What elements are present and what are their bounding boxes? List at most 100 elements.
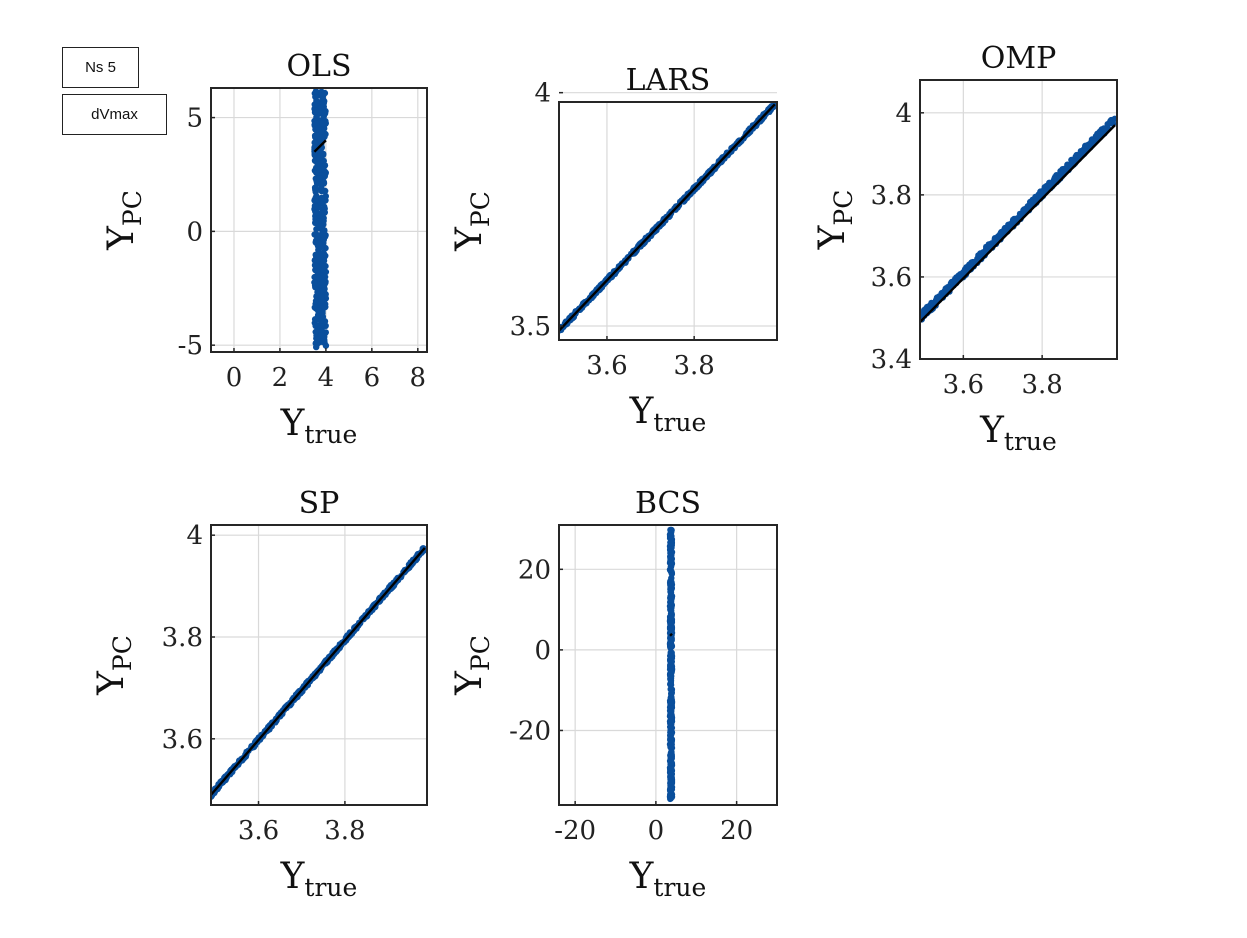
y-axis-label-main: Y <box>91 670 132 696</box>
scatter-point <box>312 187 319 195</box>
scatter-point <box>668 793 676 801</box>
scatter-point <box>1094 133 1102 140</box>
x-axis-label-sub: true <box>653 408 706 437</box>
axes-box <box>210 524 428 806</box>
scatter-point <box>318 293 325 300</box>
scatter-point <box>311 101 318 108</box>
scatter-point <box>667 619 675 626</box>
scatter-point <box>317 317 324 324</box>
scatter-point <box>951 278 958 285</box>
scatter-point <box>316 166 323 173</box>
scatter-point <box>667 770 674 777</box>
scatter-point <box>321 110 329 117</box>
scatter-point <box>920 311 925 319</box>
x-axis-label-main: Y <box>280 403 306 444</box>
scatter-point <box>667 730 675 738</box>
y-tick-label: 20 <box>518 555 551 585</box>
scatter-point <box>1087 139 1095 147</box>
y-tick-label: 3.8 <box>871 181 912 211</box>
x-axis-label-sub: true <box>653 873 706 902</box>
scatter-point <box>668 778 675 785</box>
scatter-point <box>312 203 319 210</box>
scatter-point <box>667 526 674 534</box>
x-tick-label: 8 <box>410 363 427 393</box>
fit-line <box>211 547 426 796</box>
scatter-point <box>316 240 323 247</box>
x-axis-label: Ytrue <box>629 856 707 902</box>
scatter-point <box>318 332 325 339</box>
x-axis-label-main: Y <box>629 856 655 897</box>
y-axis-label-main: Y <box>101 225 142 251</box>
scatter-point <box>668 581 676 588</box>
x-axis-label: Ytrue <box>280 403 358 449</box>
scatter-point <box>667 613 674 620</box>
scatter-point <box>1026 202 1033 209</box>
fit-line <box>669 632 673 637</box>
y-axis-label: YPC <box>449 191 495 252</box>
x-tick-label: 3.8 <box>673 351 714 381</box>
scatter-point <box>668 658 675 665</box>
y-axis-label: YPC <box>812 190 858 251</box>
y-axis-label-main: Y <box>449 670 490 696</box>
scatter-point <box>320 91 327 98</box>
x-tick-label: 6 <box>364 363 381 393</box>
axes-box <box>558 101 778 341</box>
scatter-point <box>668 759 675 766</box>
x-tick-label: 3.8 <box>1021 370 1062 400</box>
scatter-point <box>1106 119 1114 127</box>
scatter-point <box>969 260 976 267</box>
scatter-point <box>321 233 329 240</box>
scatter-point <box>312 93 319 101</box>
x-axis-label-main: Y <box>280 856 306 897</box>
scatter-point <box>312 107 320 115</box>
annotation-box-dvmax[interactable]: dVmax <box>62 94 167 135</box>
scatter-point <box>314 336 321 343</box>
scatter-point <box>320 228 327 235</box>
scatter-point <box>314 234 321 241</box>
scatter-point <box>315 274 323 282</box>
scatter-series <box>666 526 676 803</box>
y-tick-label: 4 <box>186 521 203 551</box>
y-axis-label-sub: PC <box>466 191 495 227</box>
x-tick-label: 0 <box>226 363 243 393</box>
scatter-point <box>667 549 674 557</box>
axes-box <box>210 87 428 353</box>
x-axis-label: Ytrue <box>979 410 1057 456</box>
subplot-title: OMP <box>981 41 1057 76</box>
scatter-point <box>312 328 319 336</box>
scatter-series <box>311 88 330 351</box>
x-tick-label: 0 <box>648 816 665 846</box>
x-axis-label-sub: true <box>1004 427 1057 456</box>
scatter-point <box>668 593 676 600</box>
fit-line <box>313 139 327 153</box>
scatter-point <box>1077 148 1085 155</box>
scatter-point <box>667 736 674 743</box>
scatter-point <box>668 560 676 567</box>
scatter-point <box>313 251 320 258</box>
fit-line <box>559 103 776 332</box>
y-axis-label-sub: PC <box>118 190 147 226</box>
x-tick-label: -20 <box>554 816 596 846</box>
y-axis-label-main: Y <box>812 224 853 250</box>
scatter-point <box>313 209 320 216</box>
scatter-point <box>1010 218 1017 225</box>
scatter-point <box>1082 142 1089 149</box>
x-axis-label-sub: true <box>304 873 357 902</box>
scatter-point <box>1101 125 1108 132</box>
scatter-point <box>667 532 674 540</box>
scatter-point <box>318 120 326 127</box>
annotation-box-ns[interactable]: Ns 5 <box>62 47 139 88</box>
subplot-title: LARS <box>626 63 711 98</box>
scatter-point <box>668 602 675 609</box>
subplot-title: SP <box>299 486 340 521</box>
scatter-point <box>311 279 318 286</box>
scatter-point <box>312 88 320 95</box>
scatter-point <box>960 269 967 276</box>
scatter-point <box>668 783 675 790</box>
x-tick-label: 3.8 <box>324 816 365 846</box>
scatter-point <box>321 263 328 271</box>
axes-box <box>919 79 1118 360</box>
